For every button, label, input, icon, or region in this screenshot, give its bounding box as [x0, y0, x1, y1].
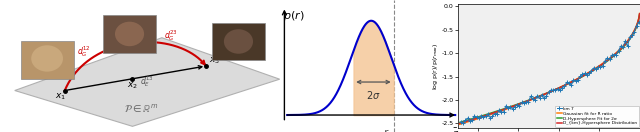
km 7	[617, 45, 625, 47]
Line: D_{km}-Hypersphere Distribution: D_{km}-Hypersphere Distribution	[460, 14, 639, 123]
Line: Gaussian fit for R ratio: Gaussian fit for R ratio	[460, 13, 639, 124]
km 7	[457, 121, 465, 123]
Text: $r_{max}$: $r_{max}$	[383, 127, 404, 132]
D-Hypersphere Fit for 2σ	[563, 84, 570, 86]
Ellipse shape	[224, 29, 253, 54]
D_{km}-Hypersphere Distribution	[619, 46, 627, 48]
Gaussian fit for R ratio	[563, 83, 571, 85]
D_{km}-Hypersphere Distribution	[636, 13, 640, 15]
Text: $d_{G}^{23}$: $d_{G}^{23}$	[164, 29, 177, 43]
Gaussian fit for R ratio	[456, 124, 463, 125]
Gaussian fit for R ratio	[619, 46, 627, 47]
Text: $d_{G}^{12}$: $d_{G}^{12}$	[77, 44, 91, 59]
Text: $\bar{r}$: $\bar{r}$	[452, 127, 459, 132]
D_{km}-Hypersphere Distribution	[563, 84, 570, 85]
D_{km}-Hypersphere Distribution	[456, 122, 464, 124]
Ellipse shape	[31, 45, 63, 72]
D-Hypersphere Fit for 2σ	[563, 84, 571, 85]
Text: $2\sigma$: $2\sigma$	[366, 89, 381, 101]
km 7	[460, 122, 467, 123]
D_{km}-Hypersphere Distribution	[563, 84, 571, 85]
D_{km}-Hypersphere Distribution	[607, 57, 615, 58]
D-Hypersphere Fit for 2σ	[636, 13, 640, 15]
Gaussian fit for R ratio	[607, 56, 615, 58]
Bar	[212, 23, 265, 60]
Gaussian fit for R ratio	[566, 82, 573, 84]
Gaussian fit for R ratio	[456, 123, 464, 125]
D-Hypersphere Fit for 2σ	[607, 57, 615, 59]
km 7	[538, 94, 546, 96]
km 7	[581, 72, 589, 74]
Text: $p(r)$: $p(r)$	[283, 9, 305, 23]
Y-axis label: log p(r)/p($r_{max}$): log p(r)/p($r_{max}$)	[431, 42, 440, 90]
Bar	[103, 15, 156, 53]
Gaussian fit for R ratio	[636, 13, 640, 14]
D-Hypersphere Fit for 2σ	[619, 47, 627, 48]
Text: $d_{E}^{13}$: $d_{E}^{13}$	[140, 74, 154, 89]
Gaussian fit for R ratio	[563, 84, 570, 85]
km 7	[568, 85, 575, 86]
Text: $x_2$: $x_2$	[127, 81, 138, 91]
Polygon shape	[15, 38, 280, 126]
km 7	[565, 82, 573, 83]
D-Hypersphere Fit for 2σ	[456, 122, 463, 123]
Text: $x_3$: $x_3$	[209, 55, 220, 66]
D_{km}-Hypersphere Distribution	[456, 123, 463, 124]
Line: D-Hypersphere Fit for 2σ: D-Hypersphere Fit for 2σ	[460, 14, 639, 122]
D_{km}-Hypersphere Distribution	[566, 82, 573, 84]
D-Hypersphere Fit for 2σ	[456, 121, 464, 123]
km 7	[635, 22, 640, 23]
Bar	[20, 41, 74, 79]
Text: $\mathcal{P} \in \mathbb{R}^m$: $\mathcal{P} \in \mathbb{R}^m$	[124, 103, 159, 115]
km 7	[574, 79, 582, 81]
Text: $x_1$: $x_1$	[55, 92, 66, 103]
Ellipse shape	[115, 22, 144, 46]
Line: km 7: km 7	[459, 21, 640, 124]
D-Hypersphere Fit for 2σ	[566, 82, 573, 84]
Legend: km 7, Gaussian fit for R ratio, D-Hypersphere Fit for 2σ, D_{km}-Hypersphere Dis: km 7, Gaussian fit for R ratio, D-Hypers…	[556, 106, 639, 127]
